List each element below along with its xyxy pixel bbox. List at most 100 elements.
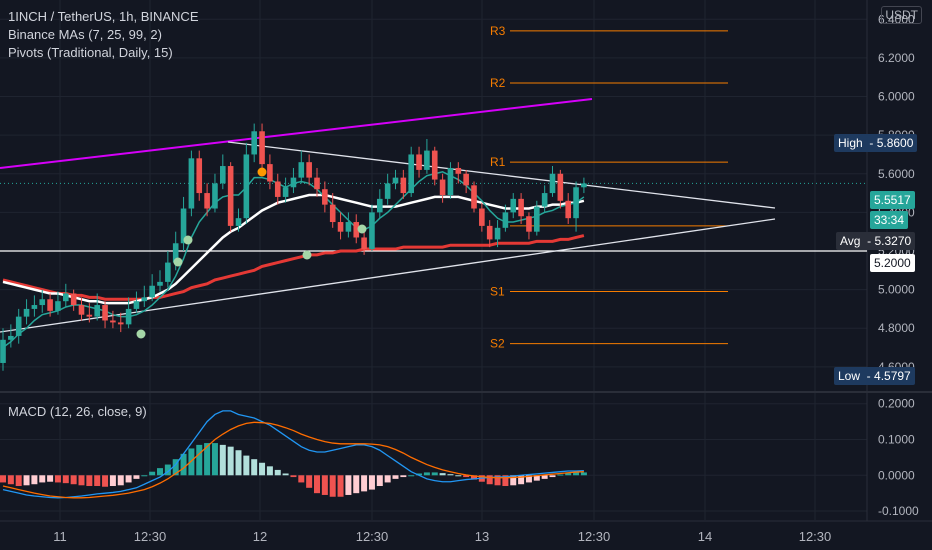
candle-body	[314, 177, 320, 190]
macd-histogram-bar	[180, 453, 187, 476]
signal-dot	[302, 250, 312, 260]
time-tick-label: 12:30	[799, 529, 832, 544]
macd-histogram-bar	[204, 443, 211, 476]
candle-body	[259, 131, 265, 165]
symbol-title[interactable]: 1INCH / TetherUS, 1h, BINANCE	[8, 9, 199, 24]
macd-tick-label: -0.1000	[878, 504, 919, 518]
candle-body	[212, 183, 218, 209]
candle-body	[518, 198, 524, 217]
macd-histogram-bar	[455, 475, 462, 477]
candle-body	[377, 198, 383, 213]
macd-histogram-bar	[494, 475, 501, 486]
triangle-upper-line[interactable]	[227, 141, 776, 209]
macd-histogram-bar	[47, 475, 54, 482]
macd-histogram-bar	[337, 475, 344, 497]
candle-body	[78, 305, 85, 315]
candle-body	[117, 322, 124, 325]
candle-body	[274, 181, 281, 197]
candle-body	[235, 218, 242, 226]
signal-line	[2, 421, 584, 499]
signal-dot	[183, 235, 193, 245]
candle-body	[180, 208, 187, 244]
candle-body	[369, 212, 375, 250]
macd-histogram-bar	[102, 475, 109, 487]
candle-body	[188, 158, 195, 209]
candle-body	[55, 301, 61, 311]
macd-histogram-bar	[219, 444, 226, 476]
macd-histogram-bar	[510, 475, 517, 486]
candle-body	[125, 308, 132, 325]
macd-histogram-bar	[431, 472, 438, 476]
macd-histogram-bar	[580, 472, 587, 476]
candle-body	[361, 237, 367, 250]
candle-body	[86, 314, 93, 317]
resistance-trendline[interactable]	[0, 98, 593, 169]
macd-histogram-bar	[141, 475, 148, 477]
candle-body	[63, 293, 69, 302]
candle-body	[220, 166, 226, 184]
last-price-tag: 5.5517	[870, 191, 915, 209]
candle-body	[8, 335, 14, 340]
price-tick-label: 6.4000	[878, 12, 915, 26]
macd-tick-label: 0.1000	[878, 433, 915, 447]
price-tick-label: 6.2000	[878, 51, 915, 65]
candle-body	[149, 285, 155, 298]
candle-body	[31, 305, 38, 309]
macd-histogram-bar	[251, 459, 258, 476]
macd-tick-label: 0.2000	[878, 397, 915, 411]
macd-histogram-bar	[164, 464, 171, 476]
low-label: Low	[838, 369, 861, 383]
candle-body	[416, 154, 422, 170]
macd-histogram-bar	[486, 475, 493, 485]
candle-body	[133, 301, 140, 309]
high-tag: High - 5.8600	[834, 134, 918, 152]
macd-histogram-bar	[306, 475, 313, 488]
macd-histogram-bar	[125, 475, 132, 483]
macd-histogram-bar	[525, 475, 532, 483]
pivot-label-s2: S2	[490, 337, 505, 351]
macd-histogram-bar	[565, 473, 572, 476]
pivot-label-s1: S1	[490, 285, 505, 299]
macd-histogram-bar	[227, 446, 234, 476]
candle-body	[400, 177, 407, 194]
candle-body	[573, 187, 579, 219]
candle-body	[172, 243, 179, 263]
time-tick-label: 12:30	[134, 529, 167, 544]
macd-histogram-bar	[541, 475, 548, 479]
macd-histogram-bar	[259, 462, 266, 476]
candle-body	[353, 222, 360, 238]
candle-body	[408, 154, 414, 194]
candle-body	[534, 206, 540, 232]
pivots-indicator-label[interactable]: Pivots (Traditional, Daily, 15)	[8, 45, 173, 60]
candle-body	[431, 150, 438, 180]
macd-histogram-bar	[298, 475, 305, 483]
candle-body	[251, 131, 257, 155]
line-price-tag: 5.2000	[870, 254, 915, 272]
candle-body	[565, 200, 571, 219]
candle-body	[392, 177, 399, 184]
ma-indicator-label[interactable]: Binance MAs (7, 25, 99, 2)	[8, 27, 162, 42]
candle-body	[329, 204, 336, 223]
macd-histogram-bar	[329, 475, 336, 497]
macd-histogram-bar	[502, 475, 509, 487]
avg-value: 5.3270	[874, 234, 912, 248]
macd-histogram-bar	[423, 472, 430, 476]
signal-dot	[257, 167, 267, 177]
candle-body	[384, 183, 391, 199]
macd-legend[interactable]: MACD (12, 26, close, 9)	[8, 404, 147, 419]
currency-badge[interactable]: USDT	[881, 6, 922, 24]
candle-body	[227, 166, 234, 226]
pivot-label-r1: R1	[490, 155, 506, 169]
macd-histogram-bar	[235, 450, 242, 476]
candle-body	[0, 339, 6, 363]
signal-dot	[173, 257, 183, 267]
high-label: High	[838, 136, 863, 150]
macd-histogram-bar	[518, 475, 525, 485]
macd-histogram-bar	[243, 455, 250, 476]
macd-histogram-bar	[400, 475, 407, 478]
candle-body	[541, 193, 548, 207]
candle-body	[243, 154, 250, 219]
time-tick-label: 13	[475, 529, 489, 544]
candle-body	[306, 162, 312, 178]
